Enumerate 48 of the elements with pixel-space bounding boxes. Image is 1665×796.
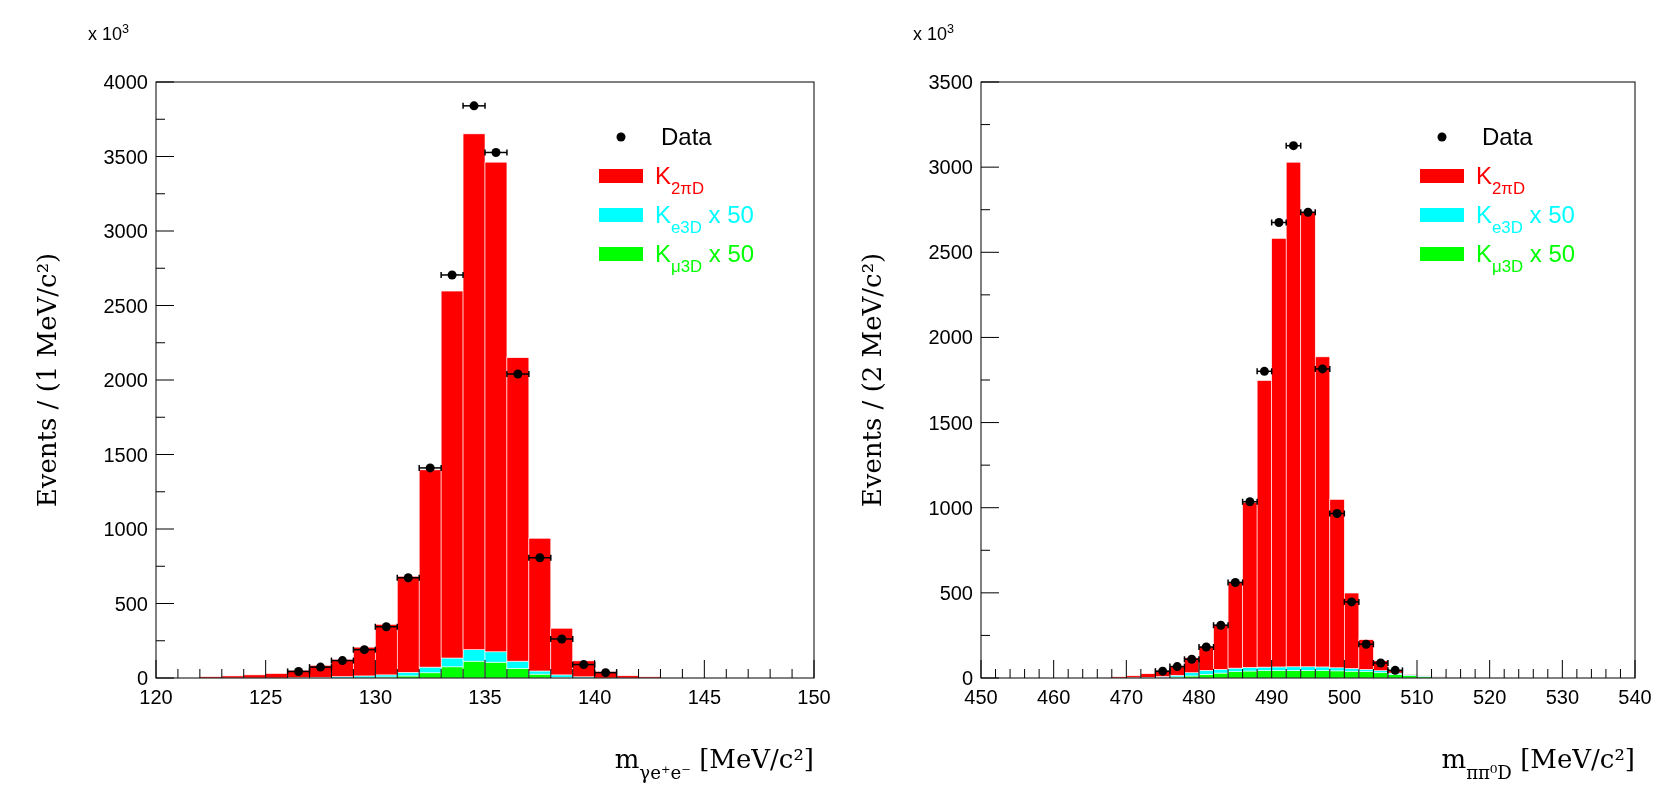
legend-label: K$_{μ3D}$ x 50 bbox=[1476, 240, 1576, 276]
x-tick-label: 125 bbox=[248, 686, 283, 708]
y-tick-label: 2000 bbox=[928, 326, 973, 349]
y-tick-label: 3000 bbox=[103, 220, 148, 242]
y-tick-label: 2500 bbox=[928, 241, 973, 264]
x-tick-label: 540 bbox=[1618, 686, 1652, 708]
x-axis-title: m$_{ππ⁰D}$ [MeV/c²] bbox=[1441, 744, 1635, 783]
legend-label: K$_{2πD}$ bbox=[655, 162, 705, 198]
x-tick-label: 450 bbox=[964, 686, 998, 708]
y-axis-title: Events / (1 MeV/c²) bbox=[32, 252, 62, 508]
x-tick-label: 145 bbox=[687, 686, 722, 708]
y-tick-label: 3500 bbox=[103, 145, 148, 168]
x-tick-label: 470 bbox=[1109, 686, 1144, 708]
x-tick-label: 130 bbox=[358, 686, 393, 708]
x-tick-label: 120 bbox=[139, 686, 173, 708]
text: x 10$^{3}$ bbox=[913, 22, 955, 44]
y-tick-label: 3000 bbox=[928, 156, 973, 179]
y-tick-label: 2000 bbox=[103, 369, 148, 391]
y-tick-label: 1000 bbox=[928, 496, 973, 519]
x-tick-label: 510 bbox=[1400, 686, 1434, 708]
y-tick-label: 500 bbox=[114, 592, 148, 615]
x-tick-label: 490 bbox=[1254, 686, 1289, 708]
text: x 10$^{3}$ bbox=[88, 22, 130, 44]
y-tick-label: 1500 bbox=[103, 443, 148, 466]
legend-label: Data bbox=[1482, 123, 1534, 150]
y-tick-label: 0 bbox=[961, 667, 973, 689]
x-tick-label: 135 bbox=[468, 686, 502, 708]
y-tick-label: 1500 bbox=[928, 411, 973, 434]
y-tick-label: 3500 bbox=[928, 71, 973, 93]
y-tick-label: 2500 bbox=[103, 294, 148, 317]
x-axis-title: m$_{γe⁺e⁻}$ [MeV/c²] bbox=[614, 744, 814, 783]
legend-label: K$_{μ3D}$ x 50 bbox=[655, 240, 755, 276]
y-tick-label: 500 bbox=[939, 581, 973, 604]
y-tick-label: 4000 bbox=[103, 71, 148, 93]
x-tick-label: 460 bbox=[1036, 686, 1071, 708]
y-axis-title: Events / (2 MeV/c²) bbox=[857, 252, 887, 508]
x-tick-label: 500 bbox=[1327, 686, 1362, 708]
y-tick-label: 0 bbox=[136, 667, 148, 689]
y-tick-label: 1000 bbox=[103, 518, 148, 540]
x-tick-label: 140 bbox=[577, 686, 612, 708]
x-tick-label: 150 bbox=[797, 686, 831, 708]
x-tick-label: 480 bbox=[1182, 686, 1216, 708]
legend-label: K$_{e3D}$ x 50 bbox=[655, 201, 754, 237]
x-tick-label: 520 bbox=[1472, 686, 1507, 708]
legend-label: K$_{e3D}$ x 50 bbox=[1476, 201, 1575, 237]
legend-label: Data bbox=[661, 123, 713, 150]
legend-label: K$_{2πD}$ bbox=[1476, 162, 1526, 198]
x-tick-label: 530 bbox=[1545, 686, 1580, 708]
